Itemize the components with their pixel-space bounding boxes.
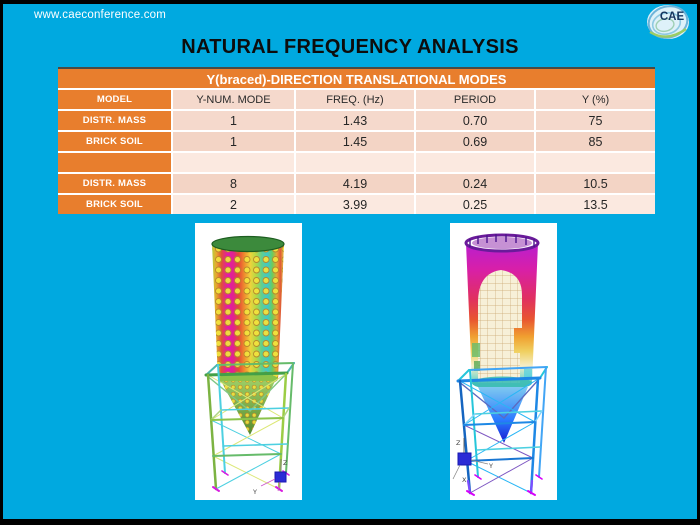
support-frame bbox=[456, 366, 548, 496]
column-header-y-pct: Y (%) bbox=[536, 90, 655, 109]
axis-label-x: X bbox=[462, 476, 467, 484]
silo-hopper-cone bbox=[221, 381, 275, 435]
cae-logo-graphic: CAE bbox=[647, 5, 689, 39]
axis-triad: Z Y bbox=[252, 459, 288, 496]
column-header-ynum-mode: Y-NUM. MODE bbox=[173, 90, 294, 109]
cae-logo-text: CAE bbox=[660, 11, 685, 23]
table-cell: 75 bbox=[536, 111, 655, 130]
table-cell: 1 bbox=[173, 132, 294, 151]
table-grid: MODEL Y-NUM. MODE FREQ. (Hz) PERIOD Y (%… bbox=[58, 88, 655, 214]
table-caption: Y(braced)-DIRECTION TRANSLATIONAL MODES bbox=[58, 67, 655, 88]
silo-fem-left: Z Y bbox=[204, 235, 295, 496]
axis-triad: Z Y X bbox=[452, 438, 493, 484]
table-cell bbox=[536, 153, 655, 172]
row-label-distr-mass-2: DISTR. MASS bbox=[58, 174, 171, 193]
table-cell: 0.25 bbox=[416, 195, 534, 214]
table-cell: 13.5 bbox=[536, 195, 655, 214]
row-label-empty bbox=[58, 153, 171, 172]
table-cell bbox=[416, 153, 534, 172]
row-label-brick-soil-1: BRICK SOIL bbox=[58, 132, 171, 151]
table-cell bbox=[173, 153, 294, 172]
table-cell bbox=[296, 153, 414, 172]
table-cell: 1.43 bbox=[296, 111, 414, 130]
silo-shell bbox=[464, 233, 540, 390]
row-label-distr-mass-1: DISTR. MASS bbox=[58, 111, 171, 130]
axis-label-y: Y bbox=[488, 462, 493, 470]
table-cell: 2 bbox=[173, 195, 294, 214]
figure-mode-shape-right: Z Y X bbox=[450, 223, 557, 500]
table-cell: 1 bbox=[173, 111, 294, 130]
table-cell: 0.69 bbox=[416, 132, 534, 151]
row-label-brick-soil-2: BRICK SOIL bbox=[58, 195, 171, 214]
table-cell: 8 bbox=[173, 174, 294, 193]
cae-conference-logo: CAE bbox=[645, 2, 693, 44]
table-cell: 0.24 bbox=[416, 174, 534, 193]
column-header-freq: FREQ. (Hz) bbox=[296, 90, 414, 109]
figure-mode-shape-left: Z Y bbox=[195, 223, 302, 500]
axis-label-z: Z bbox=[283, 459, 288, 467]
website-url: www.caeconference.com bbox=[34, 9, 167, 21]
axis-label-y: Y bbox=[252, 488, 257, 496]
table-cell: 3.99 bbox=[296, 195, 414, 214]
silo-body-contour bbox=[211, 235, 285, 386]
table-cell: 0.70 bbox=[416, 111, 534, 130]
table-cell: 1.45 bbox=[296, 132, 414, 151]
rim-posts bbox=[469, 234, 535, 247]
page-title: NATURAL FREQUENCY ANALYSIS bbox=[181, 36, 519, 58]
column-header-period: PERIOD bbox=[416, 90, 534, 109]
axis-label-z: Z bbox=[456, 439, 461, 447]
table-cell: 10.5 bbox=[536, 174, 655, 193]
silo-fem-right: Z Y X bbox=[452, 233, 548, 496]
column-header-model: MODEL bbox=[58, 90, 171, 109]
support-frame bbox=[204, 362, 295, 492]
table-cell: 85 bbox=[536, 132, 655, 151]
silo-hopper-cone bbox=[478, 387, 528, 443]
frequency-table: Y(braced)-DIRECTION TRANSLATIONAL MODES … bbox=[58, 67, 655, 214]
table-cell: 4.19 bbox=[296, 174, 414, 193]
